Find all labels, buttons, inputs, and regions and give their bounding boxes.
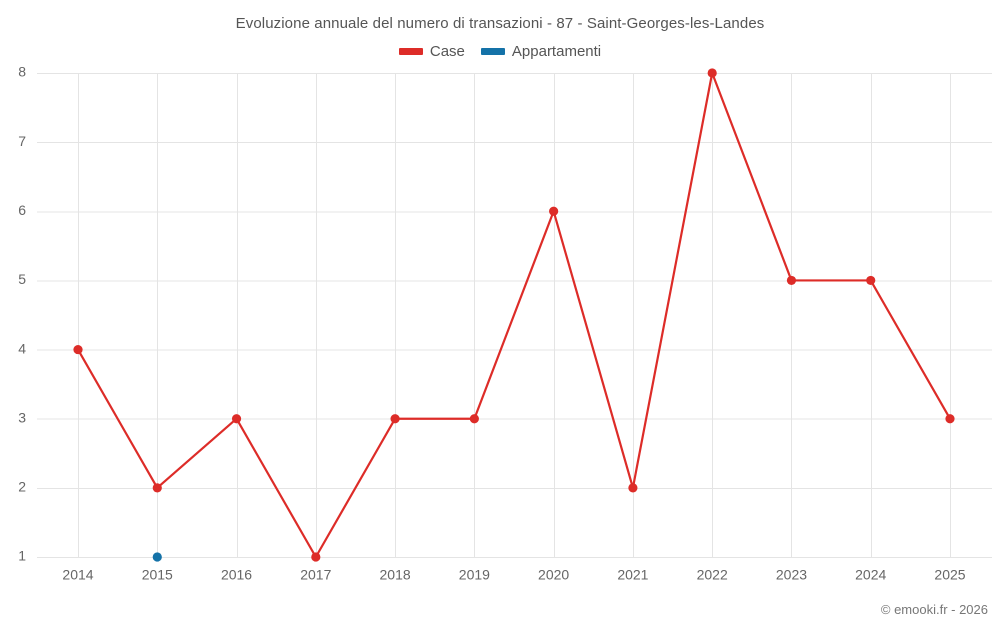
legend-item-appartamenti[interactable]: Appartamenti <box>480 43 602 60</box>
x-axis-tick-label: 2023 <box>776 566 807 582</box>
data-point-case[interactable] <box>786 275 797 286</box>
x-axis-tick-label: 2014 <box>62 566 93 582</box>
data-point-case[interactable] <box>469 414 479 424</box>
data-point-case[interactable] <box>390 414 400 424</box>
legend-swatch-icon <box>480 48 505 55</box>
x-axis-tick-label: 2019 <box>459 566 490 582</box>
x-axis-tick-label: 2018 <box>380 566 411 582</box>
data-point-appartamenti[interactable] <box>152 552 162 562</box>
y-axis-tick-label: 4 <box>18 340 26 356</box>
data-point-case[interactable] <box>152 483 162 493</box>
data-point-case[interactable] <box>945 414 955 424</box>
data-point-case[interactable] <box>707 68 717 78</box>
legend-label-appartamenti: Appartamenti <box>511 43 602 60</box>
chart-title: Evoluzione annuale del numero di transaz… <box>235 15 765 32</box>
y-axis-tick-label: 6 <box>18 202 26 218</box>
x-axis-tick-label: 2015 <box>142 566 173 582</box>
x-axis-tick-label: 2024 <box>855 566 886 582</box>
x-axis-tick-label: 2021 <box>617 566 648 582</box>
legend-label-case: Case <box>429 43 465 60</box>
x-axis-tick-label: 2022 <box>697 566 728 582</box>
legend-swatch-icon <box>398 48 423 55</box>
chart-legend: Case Appartamenti <box>0 44 1000 59</box>
data-point-case[interactable] <box>311 552 321 562</box>
y-axis-tick-label: 3 <box>18 409 26 425</box>
data-point-case[interactable] <box>231 414 242 424</box>
y-axis-tick-label: 7 <box>18 133 26 149</box>
x-axis-tick-label: 2017 <box>300 566 331 582</box>
y-axis-tick-label: 8 <box>18 64 26 80</box>
series-line-case <box>76 71 952 559</box>
y-axis-tick-label: 1 <box>18 548 26 564</box>
data-point-case[interactable] <box>866 275 876 286</box>
data-point-case[interactable] <box>628 483 638 493</box>
y-axis-tick-label: 5 <box>18 271 26 287</box>
x-axis-tick-label: 2020 <box>538 566 569 582</box>
data-point-case[interactable] <box>549 206 559 216</box>
legend-item-case[interactable]: Case <box>398 43 465 60</box>
x-axis-tick-label: 2016 <box>221 566 252 582</box>
x-axis-tick-label: 2025 <box>934 566 965 582</box>
y-axis-tick-label: 2 <box>18 479 26 495</box>
data-point-case[interactable] <box>73 344 83 355</box>
credit-text: © emooki.fr - 2026 <box>880 602 988 617</box>
